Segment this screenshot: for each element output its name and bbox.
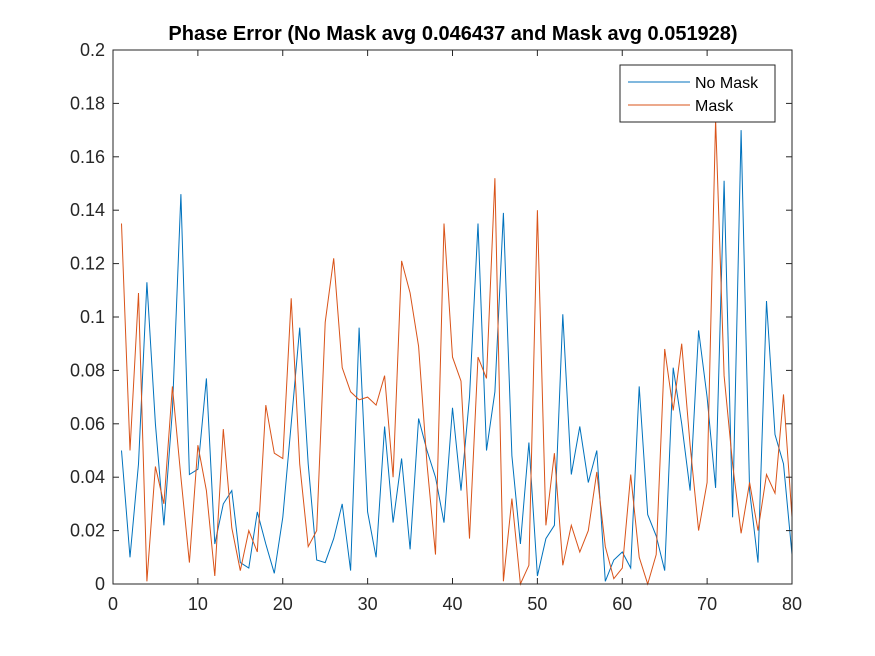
x-tick-label: 0 <box>108 594 118 614</box>
x-tick-label: 20 <box>273 594 293 614</box>
y-tick-label: 0.2 <box>80 40 105 60</box>
y-tick-label: 0.04 <box>70 467 105 487</box>
x-tick-label: 70 <box>697 594 717 614</box>
y-tick-label: 0.02 <box>70 521 105 541</box>
plot-background <box>113 50 792 584</box>
y-tick-label: 0.16 <box>70 147 105 167</box>
y-tick-label: 0.06 <box>70 414 105 434</box>
x-axis: 0 10 20 30 40 50 60 70 80 <box>108 50 802 614</box>
x-tick-label: 10 <box>188 594 208 614</box>
plot-area <box>113 50 792 584</box>
legend-label-mask: Mask <box>695 98 734 115</box>
y-tick-label: 0.14 <box>70 200 105 220</box>
legend: No Mask Mask <box>619 64 776 123</box>
chart-title: Phase Error (No Mask avg 0.046437 and Ma… <box>168 23 737 45</box>
y-tick-label: 0.1 <box>80 307 105 327</box>
y-tick-label: 0.08 <box>70 360 105 380</box>
series-line-no-mask <box>121 130 793 582</box>
x-tick-label: 80 <box>782 594 802 614</box>
y-tick-label: 0.12 <box>70 254 105 274</box>
legend-box <box>619 64 776 123</box>
y-axis: 0 0.02 0.04 0.06 0.08 0.1 0.12 0.14 0.16 0.18 0.2 <box>70 40 792 594</box>
x-tick-label: 30 <box>358 594 378 614</box>
y-tick-label: 0 <box>95 574 105 594</box>
x-tick-label: 40 <box>442 594 462 614</box>
x-tick-label: 60 <box>612 594 632 614</box>
series-line-mask <box>121 119 793 586</box>
legend-label-no-mask: No Mask <box>695 75 759 92</box>
y-tick-label: 0.18 <box>70 93 105 113</box>
x-tick-label: 50 <box>527 594 547 614</box>
series-layer <box>121 119 793 586</box>
